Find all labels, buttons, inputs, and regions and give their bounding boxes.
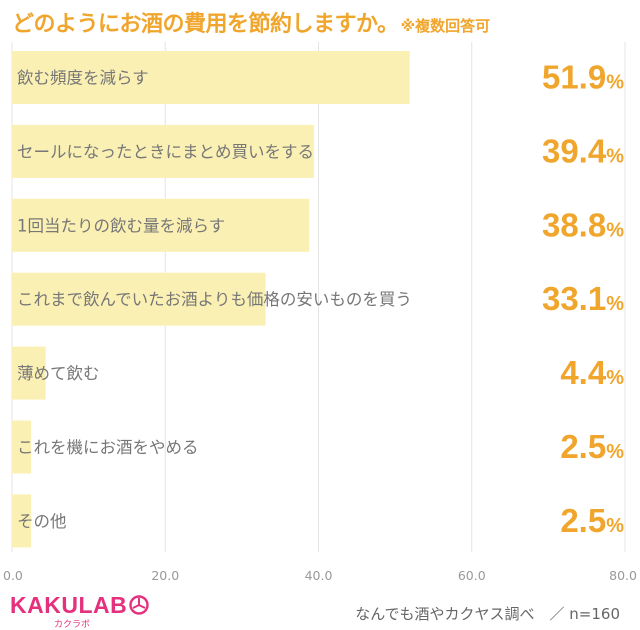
value-label: 2.5% bbox=[560, 428, 624, 465]
kakulab-logo: KAKULAB カクラボ bbox=[10, 592, 150, 630]
value-number: 39.4 bbox=[542, 132, 607, 169]
source-note: なんでも酒やカクヤス調べ ／ n=160 bbox=[355, 605, 620, 623]
bar bbox=[12, 124, 314, 178]
value-number: 38.8 bbox=[542, 206, 606, 243]
value-label: 39.4% bbox=[542, 132, 624, 169]
value-number: 33.1 bbox=[542, 280, 606, 317]
bar bbox=[12, 51, 410, 104]
value-unit: % bbox=[606, 219, 624, 241]
bar bbox=[12, 198, 310, 252]
bar bbox=[12, 420, 32, 474]
logo-text: KAKULAB bbox=[10, 592, 128, 618]
bar-chart: 飲む頻度を減らすセールになったときにまとめ買いをする1回当たりの飲む量を減らすこ… bbox=[3, 42, 637, 583]
value-number: 2.5 bbox=[560, 428, 606, 465]
value-label: 33.1% bbox=[542, 280, 624, 317]
x-tick-label: 40.0 bbox=[305, 568, 333, 583]
bar bbox=[12, 272, 266, 326]
category-labels: 飲む頻度を減らすセールになったときにまとめ買いをする1回当たりの飲む量を減らすこ… bbox=[17, 69, 412, 531]
x-tick-label: 20.0 bbox=[151, 568, 179, 583]
value-number: 2.5 bbox=[560, 502, 606, 539]
logo-mark-icon bbox=[129, 595, 149, 615]
logo-sub: カクラボ bbox=[54, 620, 91, 630]
value-unit: % bbox=[606, 293, 624, 315]
x-axis-ticks: 0.0 20.0 40.0 60.0 80.0 bbox=[3, 568, 637, 583]
value-unit: % bbox=[606, 515, 624, 537]
bar bbox=[12, 346, 46, 400]
x-tick-label: 0.0 bbox=[3, 568, 23, 583]
category-label: 1回当たりの飲む量を減らす bbox=[17, 216, 225, 235]
value-number: 4.4 bbox=[560, 354, 607, 391]
value-label: 38.8% bbox=[542, 206, 624, 243]
category-label: これを機にお酒をやめる bbox=[17, 438, 199, 457]
category-label: これまで飲んでいたお酒よりも価格の安いものを買う bbox=[17, 290, 412, 309]
value-unit: % bbox=[606, 367, 624, 389]
chart-title: どのようにお酒の費用を節約しますか。 ※複数回答可 bbox=[12, 6, 490, 38]
value-label: 51.9% bbox=[542, 59, 624, 96]
bar bbox=[12, 494, 32, 548]
value-unit: % bbox=[606, 441, 624, 463]
value-labels: 51.9%39.4%38.8%33.1%4.4%2.5%2.5% bbox=[542, 59, 624, 539]
category-label: 飲む頻度を減らす bbox=[17, 69, 149, 88]
x-tick-label: 60.0 bbox=[458, 568, 486, 583]
value-label: 4.4% bbox=[560, 354, 624, 391]
value-number: 51.9 bbox=[542, 59, 606, 96]
bars bbox=[12, 51, 410, 548]
title-main: どのようにお酒の費用を節約しますか。 bbox=[12, 12, 399, 37]
value-unit: % bbox=[606, 145, 624, 167]
x-tick-label: 80.0 bbox=[609, 568, 637, 583]
value-unit: % bbox=[606, 72, 624, 94]
category-label: セールになったときにまとめ買いをする bbox=[17, 142, 314, 161]
value-label: 2.5% bbox=[560, 502, 624, 539]
category-label: その他 bbox=[17, 512, 67, 531]
category-label: 薄めて飲む bbox=[17, 364, 100, 383]
title-note: ※複数回答可 bbox=[400, 17, 491, 35]
